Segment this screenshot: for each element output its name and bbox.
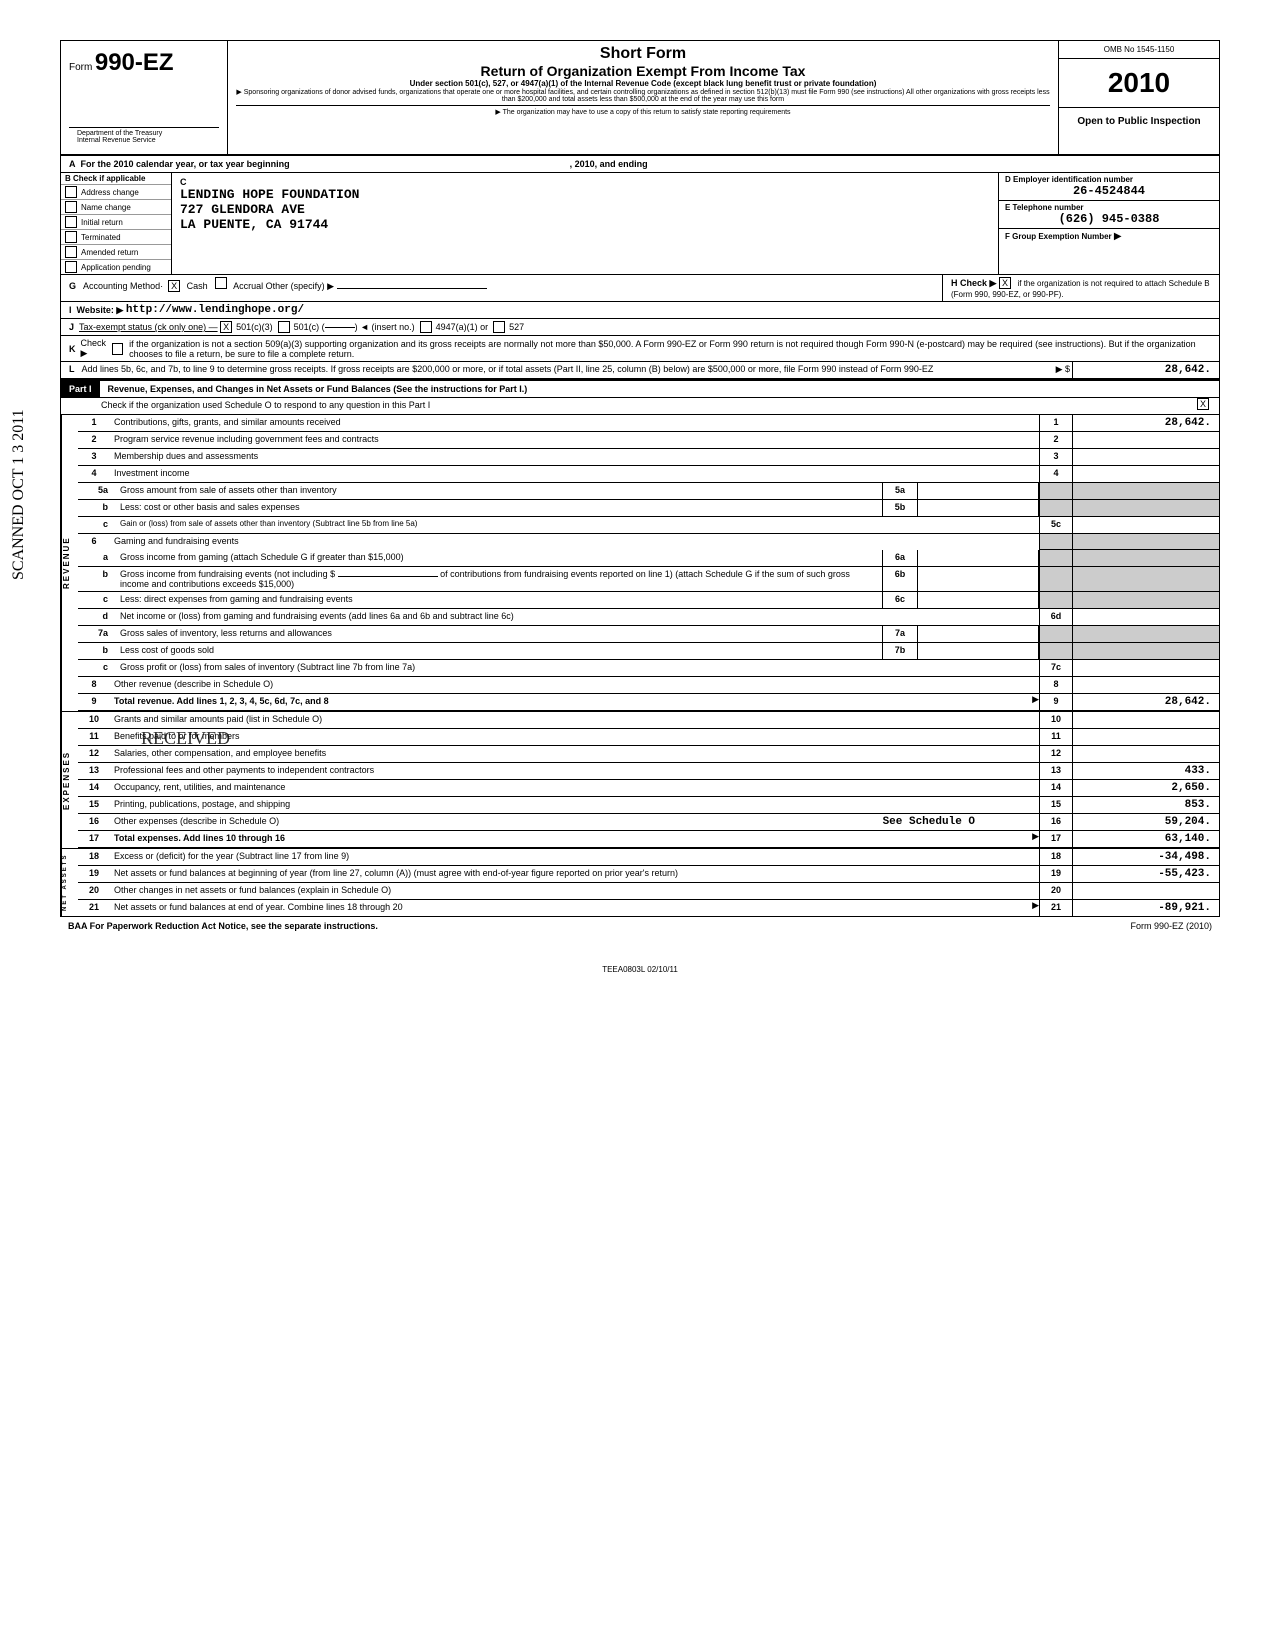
line-a: A For the 2010 calendar year, or tax yea… — [61, 156, 1219, 173]
terminated-checkbox[interactable] — [65, 231, 77, 243]
org-city: LA PUENTE, CA 91744 — [180, 217, 990, 232]
line-1-value: 28,642. — [1073, 415, 1219, 431]
expenses-side-label: EXPENSES — [61, 712, 78, 848]
ein-label: D Employer identification number — [1005, 175, 1213, 184]
4947-checkbox[interactable] — [420, 321, 432, 333]
form-number: 990-EZ — [95, 49, 174, 76]
line-8-value — [1073, 677, 1219, 693]
fine-print-1: ▶ Sponsoring organizations of donor advi… — [236, 88, 1050, 103]
line-17-value: 63,140. — [1073, 831, 1219, 847]
line-g-h: G Accounting Method· X Cash Accrual Othe… — [61, 275, 1219, 302]
line-j: J Tax-exempt status (ck only one) — X 50… — [61, 319, 1219, 336]
group-exemption-label: F Group Exemption Number — [1005, 232, 1112, 241]
application-pending-label: Application pending — [81, 263, 151, 272]
footer-code: TEEA0803L 02/10/11 — [60, 965, 1220, 974]
amended-return-label: Amended return — [81, 248, 138, 257]
part-1-check-row: Check if the organization used Schedule … — [61, 398, 1219, 415]
form-version: Form 990-EZ (2010) — [1130, 921, 1212, 931]
line-14-value: 2,650. — [1073, 780, 1219, 796]
accrual-checkbox[interactable] — [215, 277, 227, 289]
line-k: K Check ▶ if the organization is not a s… — [61, 336, 1219, 362]
line-16-value: 59,204. — [1073, 814, 1219, 830]
check-applicable-label: Check if applicable — [73, 174, 145, 183]
org-name: LENDING HOPE FOUNDATION — [180, 187, 990, 202]
form-header: Form 990-EZ Department of the Treasury I… — [61, 41, 1219, 156]
address-change-label: Address change — [81, 188, 139, 197]
line-12-value — [1073, 746, 1219, 762]
form-990ez: Form 990-EZ Department of the Treasury I… — [60, 40, 1220, 917]
arrow-icon: ▶ — [1114, 231, 1122, 242]
501c3-checkbox[interactable]: X — [220, 321, 232, 333]
line-5c-value — [1073, 517, 1219, 533]
line-i: I Website: ▶ http://www.lendinghope.org/ — [61, 302, 1219, 319]
see-schedule-o: See Schedule O — [883, 816, 975, 828]
fine-print-2: ▶ The organization may have to use a cop… — [236, 105, 1050, 116]
line-11-value — [1073, 729, 1219, 745]
line-13-value: 433. — [1073, 763, 1219, 779]
tax-year: 2010 — [1059, 59, 1219, 108]
initial-return-checkbox[interactable] — [65, 216, 77, 228]
line-6d-value — [1073, 609, 1219, 625]
subtitle: Under section 501(c), 527, or 4947(a)(1)… — [236, 79, 1050, 88]
line-l: L Add lines 5b, 6c, and 7b, to line 9 to… — [61, 362, 1219, 379]
open-to-public: Open to Public Inspection — [1059, 108, 1219, 135]
form-prefix: Form — [69, 62, 92, 73]
ein-value: 26-4524844 — [1005, 184, 1213, 198]
section-c-label: C — [180, 177, 990, 187]
line-19-value: -55,423. — [1073, 866, 1219, 882]
org-address: 727 GLENDORA AVE — [180, 202, 990, 217]
schedule-b-checkbox[interactable]: X — [999, 277, 1011, 289]
revenue-side-label: REVENUE — [61, 415, 78, 711]
received-stamp: RECEIVED — [141, 728, 230, 749]
line-21-value: -89,921. — [1073, 900, 1219, 916]
baa-notice: BAA For Paperwork Reduction Act Notice, … — [68, 921, 378, 931]
amended-return-checkbox[interactable] — [65, 246, 77, 258]
line-9-value: 28,642. — [1073, 694, 1219, 710]
short-form-title: Short Form — [236, 45, 1050, 63]
line-10-value — [1073, 712, 1219, 728]
line-3-value — [1073, 449, 1219, 465]
phone-value: (626) 945-0388 — [1005, 212, 1213, 226]
initial-return-label: Initial return — [81, 218, 123, 227]
scanned-stamp: SCANNED OCT 1 3 2011 — [10, 409, 28, 580]
expenses-section: EXPENSES 10Grants and similar amounts pa… — [61, 711, 1219, 848]
omb-number: OMB No 1545-1150 — [1059, 41, 1219, 59]
line-18-value: -34,498. — [1073, 849, 1219, 865]
509a3-checkbox[interactable] — [112, 343, 122, 355]
name-change-checkbox[interactable] — [65, 201, 77, 213]
line-4-value — [1073, 466, 1219, 482]
name-change-label: Name change — [81, 203, 131, 212]
application-pending-checkbox[interactable] — [65, 261, 77, 273]
line-20-value — [1073, 883, 1219, 899]
gross-receipts-value: 28,642. — [1072, 362, 1219, 378]
terminated-label: Terminated — [81, 233, 121, 242]
cash-checkbox[interactable]: X — [168, 280, 180, 292]
net-assets-section: NET ASSETS 18Excess or (deficit) for the… — [61, 848, 1219, 916]
irs-label: Internal Revenue Service — [77, 137, 211, 144]
schedule-o-checkbox[interactable]: X — [1197, 398, 1209, 410]
address-change-checkbox[interactable] — [65, 186, 77, 198]
revenue-section: REVENUE 1Contributions, gifts, grants, a… — [61, 415, 1219, 711]
phone-label: E Telephone number — [1005, 203, 1213, 212]
page-footer: BAA For Paperwork Reduction Act Notice, … — [60, 917, 1220, 935]
part-1-header: Part I Revenue, Expenses, and Changes in… — [61, 379, 1219, 398]
line-7c-value — [1073, 660, 1219, 676]
501c-checkbox[interactable] — [278, 321, 290, 333]
line-2-value — [1073, 432, 1219, 448]
return-title: Return of Organization Exempt From Incom… — [236, 63, 1050, 79]
org-info-section: B Check if applicable Address change Nam… — [61, 173, 1219, 275]
dept-treasury: Department of the Treasury — [77, 130, 211, 137]
527-checkbox[interactable] — [493, 321, 505, 333]
net-assets-side-label: NET ASSETS — [61, 849, 78, 916]
line-15-value: 853. — [1073, 797, 1219, 813]
website-url: http://www.lendinghope.org/ — [126, 304, 304, 316]
